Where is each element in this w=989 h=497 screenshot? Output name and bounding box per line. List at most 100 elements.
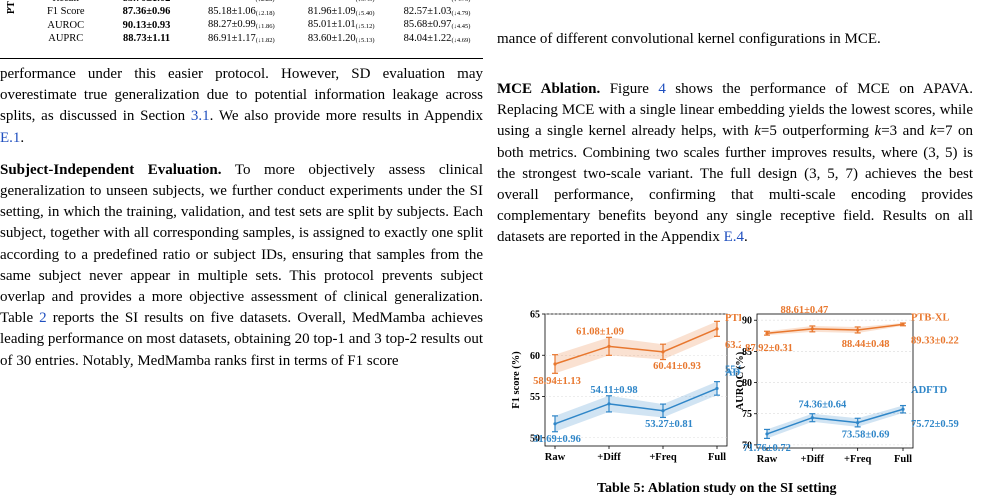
data-label: 58.94±1.13: [533, 376, 581, 387]
table-caption: Table 5: Ablation study on the SI settin…: [597, 481, 837, 496]
f1-score-chart-svg: 50 55 60 65 Raw +Diff +Freq Full F1 score (%) 58.…: [511, 310, 773, 464]
y-tick-label: 60: [530, 351, 540, 362]
x-tick-label: +Diff: [597, 452, 621, 463]
table-group-cell: [0, 19, 30, 33]
series-line: [766, 323, 904, 334]
table-group-label: PT: [6, 1, 17, 14]
data-point: [607, 402, 611, 406]
table-value: 90.13±0.93: [122, 19, 171, 31]
table-value-cell: 86.91±1.17(↓1.82): [191, 33, 291, 47]
results-table: Recall85.70±1.0283.42±1.11(↓2.28)80.21±1…: [0, 0, 483, 46]
table-delta: (↓1.86): [255, 23, 275, 30]
y-axis-label: AUROC (%): [735, 351, 746, 410]
table-delta: (↓4.75): [451, 0, 470, 3]
table-delta: (↓4.79): [451, 9, 471, 17]
text-span: .: [744, 229, 748, 246]
table-row: AUPRC 88.73±1.11 86.91±1.17(↓1.82) 83.60±1.…: [0, 33, 483, 47]
table-delta: (↓2.28): [256, 0, 275, 3]
series-name: ADFTD: [911, 385, 948, 396]
data-label: 54.11±0.98: [590, 385, 637, 396]
data-point: [856, 420, 860, 425]
table-value-cell: 85.70±1.02: [102, 0, 192, 6]
data-point: [607, 344, 611, 348]
table-delta: (↓5.49): [356, 0, 375, 3]
table-value-cell: 81.96±1.09(↓5.40): [291, 6, 391, 20]
table-value: 85.70±1.02: [123, 0, 171, 4]
table-delta: (↓4.45): [451, 23, 471, 30]
data-point: [765, 331, 769, 335]
x-tick-label: Full: [894, 454, 912, 465]
table-delta: (↓4.69): [451, 36, 471, 44]
table-value: 81.96±1.09: [307, 5, 356, 17]
appendix-link[interactable]: E.4: [723, 229, 745, 246]
data-point: [553, 362, 557, 366]
table-row: F1 Score 87.36±0.96 85.18±1.06(↓2.18) 81.96…: [0, 6, 483, 20]
table-value: 80.21±1.14: [308, 0, 356, 3]
data-point: [553, 422, 557, 426]
table-value: 88.73±1.11: [122, 33, 171, 44]
data-point: [715, 327, 719, 331]
table-value: 83.42±1.11: [208, 0, 255, 3]
y-tick-label: 85: [742, 347, 752, 358]
table-value: 86.91±1.17: [207, 32, 256, 44]
table-delta: (↓5.40): [355, 9, 375, 17]
text-span: To more objectively assess clinical gene…: [0, 161, 483, 327]
results-table-fragment: Recall85.70±1.0283.42±1.11(↓2.28)80.21±1…: [0, 0, 483, 60]
table-value-cell: 80.21±1.14(↓5.49): [291, 0, 391, 6]
data-label: 89.33±0.22: [911, 335, 959, 346]
x-tick-label: +Freq: [844, 454, 872, 465]
math-symbol: k: [929, 123, 937, 140]
data-label: 61.08±1.09: [576, 326, 624, 337]
math-expression: (3, 5, 7): [804, 165, 858, 182]
table-row: AUROC 90.13±0.93 88.27±0.99(↓1.86) 85.01±1.…: [0, 19, 483, 33]
x-tick-label: Raw: [757, 454, 778, 465]
auroc-chart-svg: 70 75 80 85 90 Raw +Diff +Freq Full AUROC (%)87.9…: [735, 305, 959, 465]
table-value-cell: 90.13±0.93: [102, 19, 192, 33]
table-metric-cell: Recall: [30, 0, 102, 6]
series-line: [554, 328, 718, 365]
table-value: 83.60±1.20: [307, 32, 356, 44]
text-span: Figure: [600, 81, 659, 97]
data-point: [715, 386, 719, 391]
y-tick-label: 65: [530, 310, 540, 321]
data-label: 88.61±0.47: [780, 306, 828, 316]
data-point: [810, 416, 814, 420]
figure-link[interactable]: 4: [658, 81, 666, 97]
y-tick-label: 75: [742, 409, 752, 420]
table-value-cell: 83.60±1.20(↓5.13): [291, 33, 391, 47]
table-value-cell: 84.04±1.22(↓4.69): [391, 33, 483, 47]
table-group-cell: [0, 33, 30, 47]
table-value: 85.68±0.97: [403, 19, 452, 30]
plot-frame: [756, 313, 914, 449]
text-span: =5 outperforming: [760, 123, 875, 140]
table-metric-cell: AUPRC: [48, 33, 84, 44]
table-delta: (↓5.13): [355, 36, 375, 44]
paragraph-heading: MCE Ablation.: [497, 81, 601, 97]
table-delta: (↓1.82): [255, 36, 275, 44]
data-label: 60.41±0.93: [653, 361, 701, 372]
data-label: 74.36±0.64: [798, 400, 847, 411]
data-label: 87.92±0.31: [745, 343, 793, 354]
data-point: [810, 327, 814, 331]
table-value: 85.18±1.06: [207, 5, 256, 17]
table-value-cell: 85.68±0.97(↓4.45): [391, 19, 483, 33]
table-value-cell: 80.95±1.17(↓4.75): [391, 0, 483, 6]
table-value-cell: 83.42±1.11(↓2.28): [191, 0, 291, 6]
y-tick-label: 55: [530, 392, 540, 403]
table-metric-cell: AUROC: [47, 19, 85, 31]
table-link[interactable]: 2: [39, 310, 47, 327]
data-label: 73.58±0.69: [842, 430, 890, 441]
y-tick-label: 90: [742, 316, 752, 327]
data-point: [765, 432, 769, 436]
error-band: [555, 321, 717, 374]
section-link[interactable]: 3.1: [190, 108, 210, 125]
data-label: 88.44±0.48: [842, 339, 890, 350]
table-value-cell: 88.73±1.11: [102, 33, 192, 47]
appendix-link[interactable]: E.1: [0, 129, 21, 146]
table-value: 80.95±1.17: [404, 0, 452, 3]
x-tick-label: +Freq: [649, 452, 677, 463]
y-tick-label: 50: [530, 433, 540, 444]
text-span: .: [20, 129, 25, 146]
plot-frame: [544, 313, 728, 447]
data-point: [901, 322, 905, 327]
